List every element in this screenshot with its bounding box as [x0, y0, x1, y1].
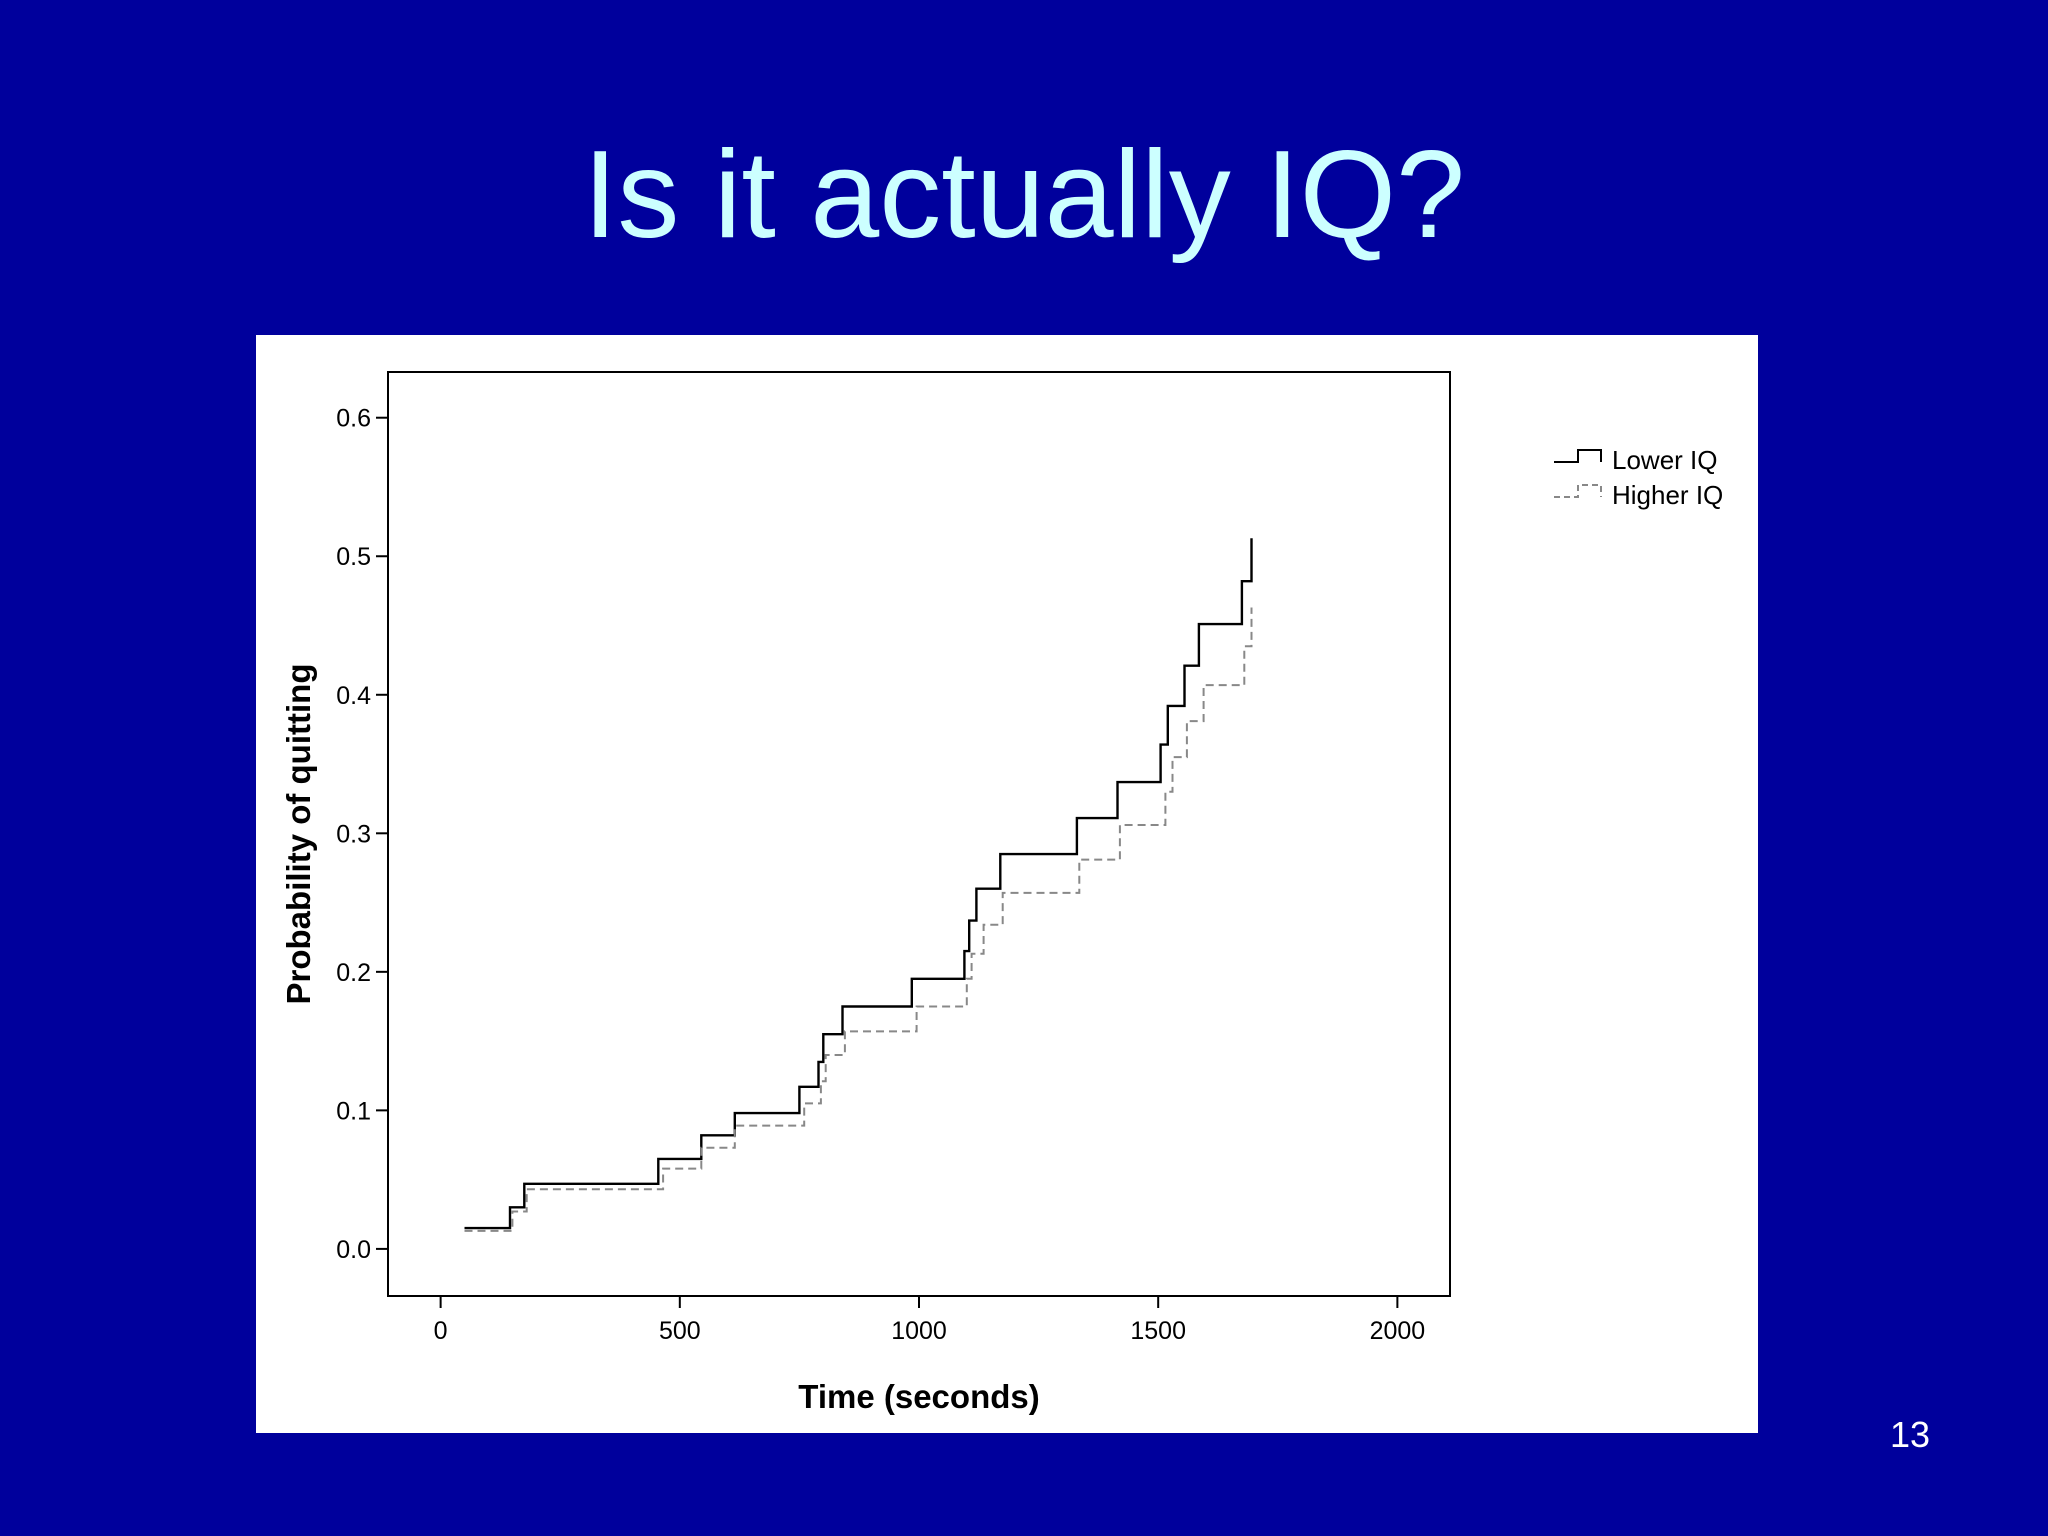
y-tick-label: 0.2	[336, 959, 371, 987]
series-line-higher-iq	[464, 607, 1253, 1232]
legend-swatch	[1554, 484, 1602, 498]
legend: Lower IQ Higher IQ	[1554, 445, 1723, 510]
x-tick-label: 0	[434, 1317, 448, 1345]
legend-label: Higher IQ	[1612, 480, 1723, 510]
y-tick-label: 0.6	[336, 405, 371, 433]
x-tick-label: 1500	[1130, 1317, 1186, 1345]
plot-frame	[387, 371, 1451, 1297]
legend-label: Lower IQ	[1612, 445, 1718, 475]
survival-step-chart: 0.0 0.1 0.2 0.3 0.4 0.5 0.6 0 500 1000 1500 2000 L…	[280, 371, 1723, 1415]
series-layer	[464, 538, 1253, 1232]
y-axis-ticks: 0.0 0.1 0.2 0.3 0.4 0.5 0.6	[336, 405, 388, 1264]
x-axis-ticks: 0 500 1000 1500 2000	[434, 1296, 1426, 1345]
legend-swatch	[1554, 449, 1602, 463]
x-tick-label: 2000	[1370, 1317, 1426, 1345]
x-tick-label: 1000	[891, 1317, 947, 1345]
x-axis-title: Time (seconds)	[798, 1378, 1039, 1415]
chart-panel: 0.0 0.1 0.2 0.3 0.4 0.5 0.6 0 500 1000 1500 2000 L…	[256, 335, 1758, 1433]
y-axis-title: Probability of quitting	[280, 664, 317, 1005]
y-tick-label: 0.5	[336, 543, 371, 571]
y-tick-label: 0.1	[336, 1097, 371, 1125]
y-tick-label: 0.4	[336, 682, 371, 710]
y-tick-label: 0.3	[336, 820, 371, 848]
y-tick-label: 0.0	[336, 1236, 371, 1264]
page-number: 13	[1889, 1414, 1931, 1455]
x-tick-label: 500	[659, 1317, 701, 1345]
slide-title: Is it actually IQ?	[582, 126, 1466, 264]
